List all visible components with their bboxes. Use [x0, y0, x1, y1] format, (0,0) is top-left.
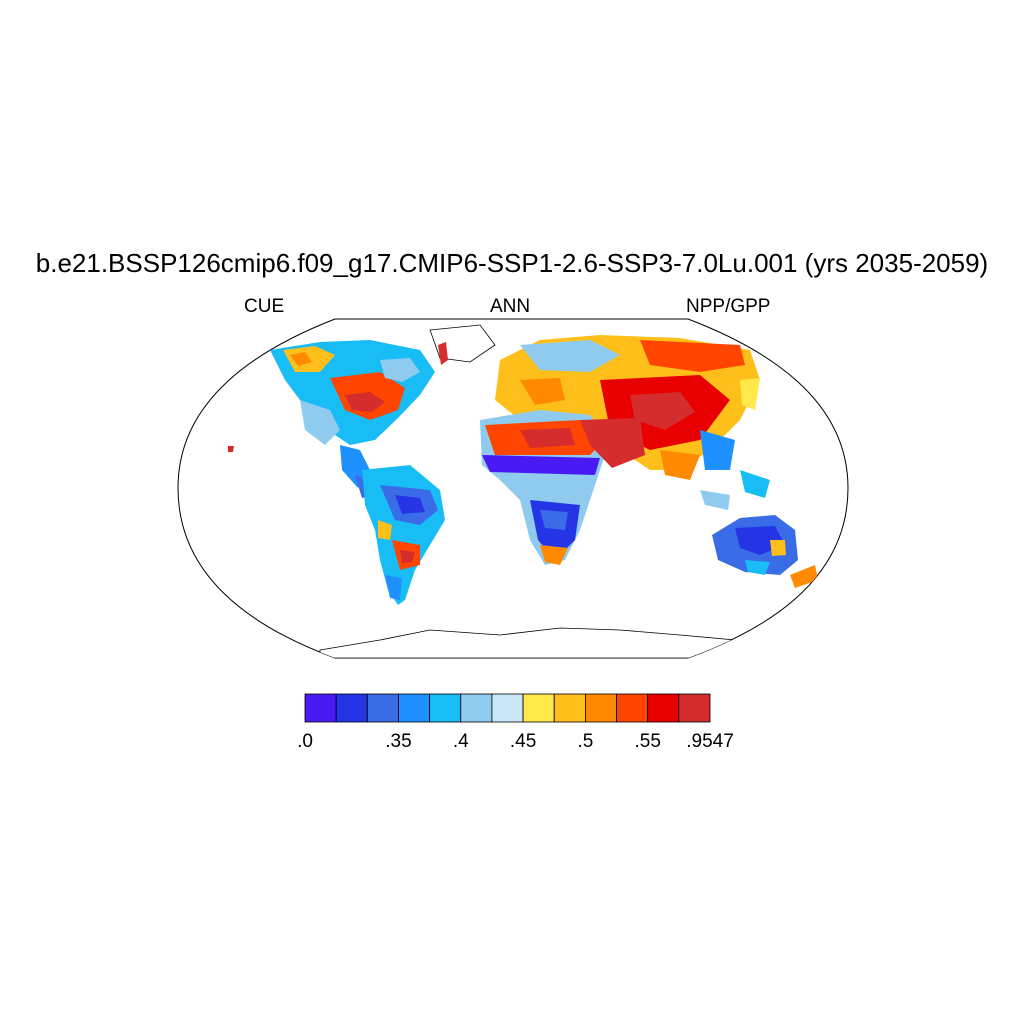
- colorbar-boxes: [304, 693, 711, 723]
- colorbar-swatch: [429, 693, 462, 723]
- antarctica: [319, 627, 736, 658]
- colorbar-tick-label: .4: [453, 731, 469, 752]
- australia-region: [712, 515, 818, 588]
- africa-region: [480, 410, 645, 565]
- colorbar-swatch: [678, 693, 711, 723]
- colorbar-swatch: [553, 693, 586, 723]
- colorbar-swatch: [491, 693, 524, 723]
- colorbar-tick-label: .5: [577, 731, 593, 752]
- ratio-label: NPP/GPP: [686, 296, 771, 317]
- colorbar-swatch: [398, 693, 431, 723]
- colorbar-tick-label: .45: [510, 731, 536, 752]
- variable-label: CUE: [244, 296, 285, 317]
- islands-region: [228, 446, 770, 658]
- colorbar-tick-label: .9547: [686, 731, 734, 752]
- colorbar-swatch: [366, 693, 399, 723]
- colorbar-labels: .0 .35 .4 .45 .5 .55 .9547: [297, 731, 734, 752]
- south-america-region: [362, 465, 445, 605]
- colorbar-swatch: [460, 693, 493, 723]
- figure-title: b.e21.BSSP126cmip6.f09_g17.CMIP6-SSP1-2.…: [35, 248, 989, 278]
- colorbar-tick-label: .35: [385, 731, 411, 752]
- north-america-region: [270, 324, 496, 498]
- colorbar-swatch: [304, 693, 337, 723]
- colorbar-tick-label: .55: [634, 731, 660, 752]
- season-label: ANN: [490, 296, 531, 317]
- colorbar-swatch: [616, 693, 649, 723]
- colorbar-swatch: [522, 693, 555, 723]
- colorbar-tick-label: .0: [297, 731, 313, 752]
- colorbar-swatch: [647, 693, 680, 723]
- colorbar-swatch: [584, 693, 617, 723]
- colorbar-swatch: [335, 693, 368, 723]
